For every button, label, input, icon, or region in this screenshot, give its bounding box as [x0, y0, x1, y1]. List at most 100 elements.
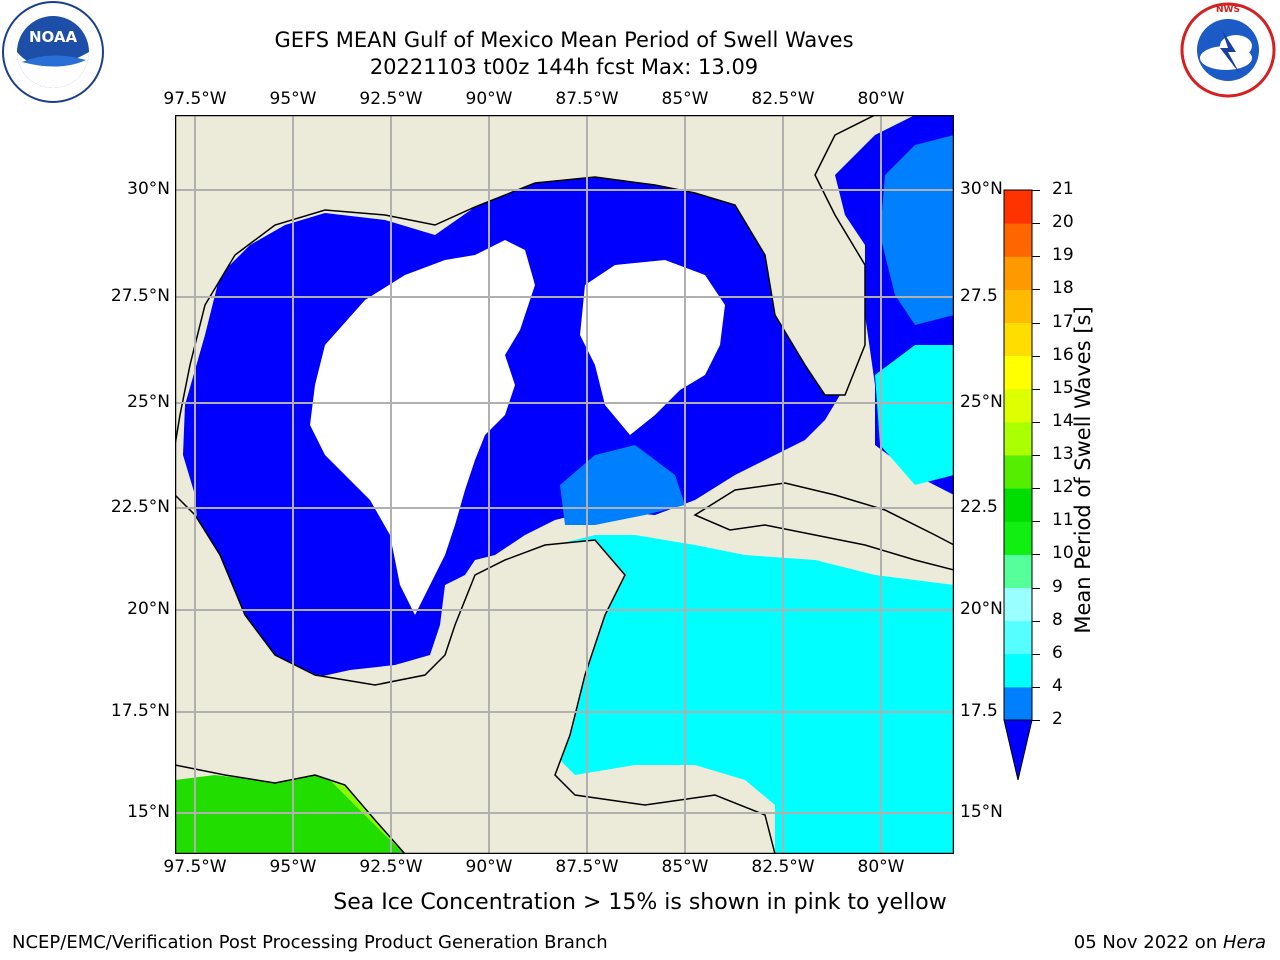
lon-label-top: 92.5°W	[359, 89, 423, 109]
colorbar-label: Mean Period of Swell Waves [s]	[1071, 306, 1095, 634]
land-usa	[174, 114, 954, 446]
noaa-logo-text: NOAA	[29, 28, 78, 46]
lon-label-bottom: 87.5°W	[555, 857, 619, 877]
land-mexico	[174, 493, 776, 855]
colorbar-tick	[1032, 455, 1040, 456]
no-data-region-east	[580, 260, 725, 435]
colorbar-tick	[1032, 521, 1040, 523]
footer-date-text: 05 Nov 2022 on	[1073, 932, 1223, 953]
colorbar-tick	[1032, 686, 1040, 688]
map-panel	[174, 114, 955, 858]
colorbar-tick-label: 8	[1052, 609, 1063, 630]
lat-label-right: 27.5	[960, 286, 998, 306]
lat-label-right: 25°N	[960, 392, 1003, 412]
colorbar-tick	[1032, 388, 1040, 390]
colorbar-tick	[1032, 653, 1040, 655]
noaa-logo: NOAA	[0, 0, 105, 105]
colorbar-tick	[1032, 554, 1040, 556]
colorbar-tick	[1032, 488, 1040, 490]
lon-label-top: 82.5°W	[751, 89, 815, 109]
lon-label-bottom: 82.5°W	[751, 857, 815, 877]
yucatan-mid-period-region	[560, 445, 685, 525]
colorbar-segment	[1004, 554, 1032, 588]
colorbar-tick-label: 19	[1052, 245, 1074, 266]
lat-label-right: 15°N	[960, 802, 1003, 822]
colorbar-segment	[1004, 190, 1032, 224]
lat-label-left: 27.5°N	[110, 286, 170, 306]
lat-label-left: 25°N	[127, 392, 170, 412]
colorbar-segment	[1004, 620, 1032, 655]
footer-machine: Hera	[1222, 932, 1266, 953]
colorbar-tick-label: 10	[1052, 543, 1074, 564]
colorbar-segment	[1004, 322, 1032, 357]
colorbar-segment	[1004, 256, 1032, 290]
lon-label-top: 95°W	[269, 89, 317, 109]
colorbar-tick	[1032, 256, 1040, 258]
colorbar-tick-label: 4	[1052, 675, 1063, 696]
chart-title-line2: 20221103 t00z 144h fcst Max: 13.09	[369, 55, 759, 79]
colorbar-tick-label: 14	[1052, 410, 1074, 431]
lon-label-top: 90°W	[465, 89, 513, 109]
lon-label-bottom: 92.5°W	[359, 857, 423, 877]
atlantic-cyan-region	[875, 345, 954, 485]
colorbar-svg	[1003, 189, 1033, 781]
lon-label-top: 85°W	[661, 89, 709, 109]
footer-date: 05 Nov 2022 on Hera	[1074, 932, 1266, 953]
lon-label-top: 80°W	[857, 89, 905, 109]
colorbar-segment	[1004, 355, 1032, 390]
colorbar-tick-label: 9	[1052, 576, 1063, 597]
colorbar-tick-label: 18	[1052, 278, 1074, 299]
colorbar-tick	[1032, 223, 1040, 225]
colorbar-tick	[1032, 587, 1040, 589]
lat-label-right: 30°N	[960, 179, 1003, 199]
colorbar-segment	[1004, 587, 1032, 622]
colorbar-under-arrow	[1003, 719, 1033, 781]
atlantic-mid-period-region	[880, 135, 954, 325]
map-frame	[174, 114, 955, 855]
colorbar-tick	[1032, 620, 1040, 622]
lon-label-bottom: 90°W	[465, 857, 513, 877]
colorbar-tick	[1032, 289, 1040, 291]
lat-label-left: 30°N	[127, 179, 170, 199]
colorbar-segment	[1004, 455, 1032, 489]
colorbar-tick-label: 21	[1052, 179, 1074, 199]
map-svg	[174, 114, 955, 855]
colorbar-tick	[1032, 720, 1040, 721]
lon-label-bottom: 97.5°W	[163, 857, 227, 877]
colorbar-segment	[1004, 421, 1032, 456]
colorbar-segment	[1004, 223, 1032, 257]
colorbar-tick-label: 6	[1052, 642, 1063, 663]
colorbar	[1000, 185, 1040, 789]
lat-label-left: 17.5°N	[110, 701, 170, 721]
lat-label-right: 20°N	[960, 599, 1003, 619]
colorbar-tick-label: 17	[1052, 311, 1074, 332]
colorbar-segment	[1004, 289, 1032, 323]
lat-label-right: 22.5	[960, 497, 998, 517]
lat-label-left: 15°N	[127, 802, 170, 822]
map-gridlines	[175, 115, 954, 854]
no-data-region	[310, 240, 535, 615]
lat-label-right: 17.5	[960, 701, 998, 721]
lat-label-left: 22.5°N	[110, 497, 170, 517]
lon-label-top: 97.5°W	[163, 89, 227, 109]
colorbar-segment	[1004, 686, 1032, 721]
nws-logo: NWS	[1176, 0, 1280, 100]
lon-label-bottom: 85°W	[661, 857, 709, 877]
lat-label-left: 20°N	[127, 599, 170, 619]
caribbean-swell-region	[555, 535, 954, 854]
colorbar-segment	[1004, 653, 1032, 688]
colorbar-segment	[1004, 388, 1032, 423]
footer-branch: NCEP/EMC/Verification Post Processing Pr…	[12, 932, 608, 953]
lon-label-bottom: 95°W	[269, 857, 317, 877]
colorbar-tick	[1032, 421, 1040, 423]
colorbar-segment	[1004, 521, 1032, 555]
chart-title-line1: GEFS MEAN Gulf of Mexico Mean Period of …	[274, 28, 854, 52]
svg-text:NWS: NWS	[1216, 5, 1240, 15]
colorbar-tick-label: 11	[1052, 510, 1074, 531]
colorbar-segment	[1004, 488, 1032, 522]
lon-label-bottom: 80°W	[857, 857, 905, 877]
colorbar-tick-label: 20	[1052, 212, 1074, 233]
colorbar-tick	[1032, 190, 1040, 191]
colorbar-tick-label: 12	[1052, 477, 1074, 498]
colorbar-tick-label: 2	[1052, 709, 1063, 729]
